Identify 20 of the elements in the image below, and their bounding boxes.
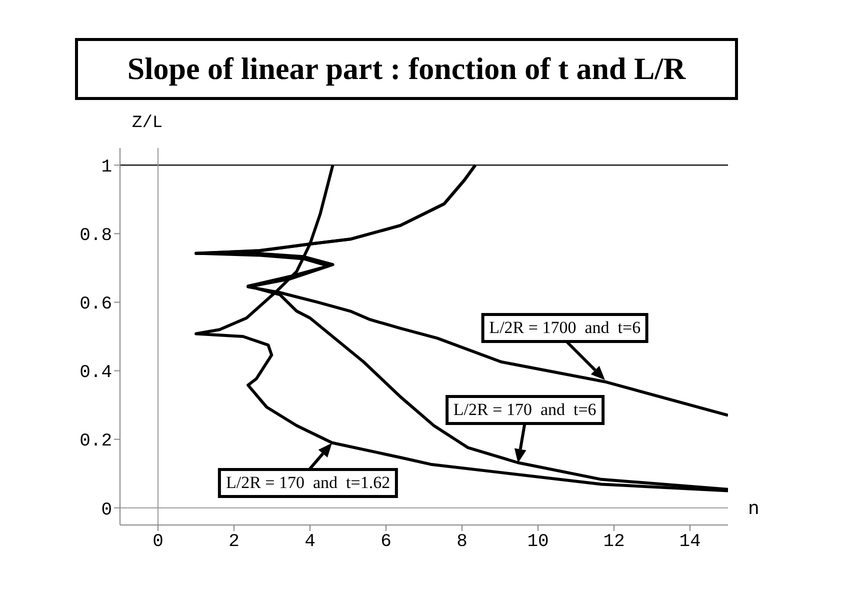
annotation: L/2R = 1700 and t=6 xyxy=(481,313,649,344)
y-tick-label: 1 xyxy=(101,158,112,178)
chart-title: Slope of linear part : fonction of t and L/R xyxy=(75,38,738,100)
y-tick-label: 0 xyxy=(101,500,112,520)
y-tick-label: 0.8 xyxy=(80,226,112,246)
y-tick-label: 0.2 xyxy=(80,432,112,452)
y-tick-label: 0.4 xyxy=(80,363,112,384)
x-tick-label: 6 xyxy=(380,532,392,552)
y-axis-title: Z/L xyxy=(132,114,163,133)
x-tick-label: 0 xyxy=(152,532,164,552)
x-axis-title: n xyxy=(748,498,760,520)
annotation: L/2R = 170 and t=1.62 xyxy=(218,468,398,498)
x-tick-label: 2 xyxy=(228,532,240,552)
x-tick-label: 4 xyxy=(304,532,316,552)
x-tick-label: 8 xyxy=(456,532,468,552)
annotation: L/2R = 170 and t=6 xyxy=(445,394,604,425)
x-tick-label: 12 xyxy=(603,532,625,552)
x-tick-label: 14 xyxy=(679,532,701,552)
x-tick-label: 10 xyxy=(527,532,549,552)
y-tick-label: 0.6 xyxy=(80,294,112,315)
